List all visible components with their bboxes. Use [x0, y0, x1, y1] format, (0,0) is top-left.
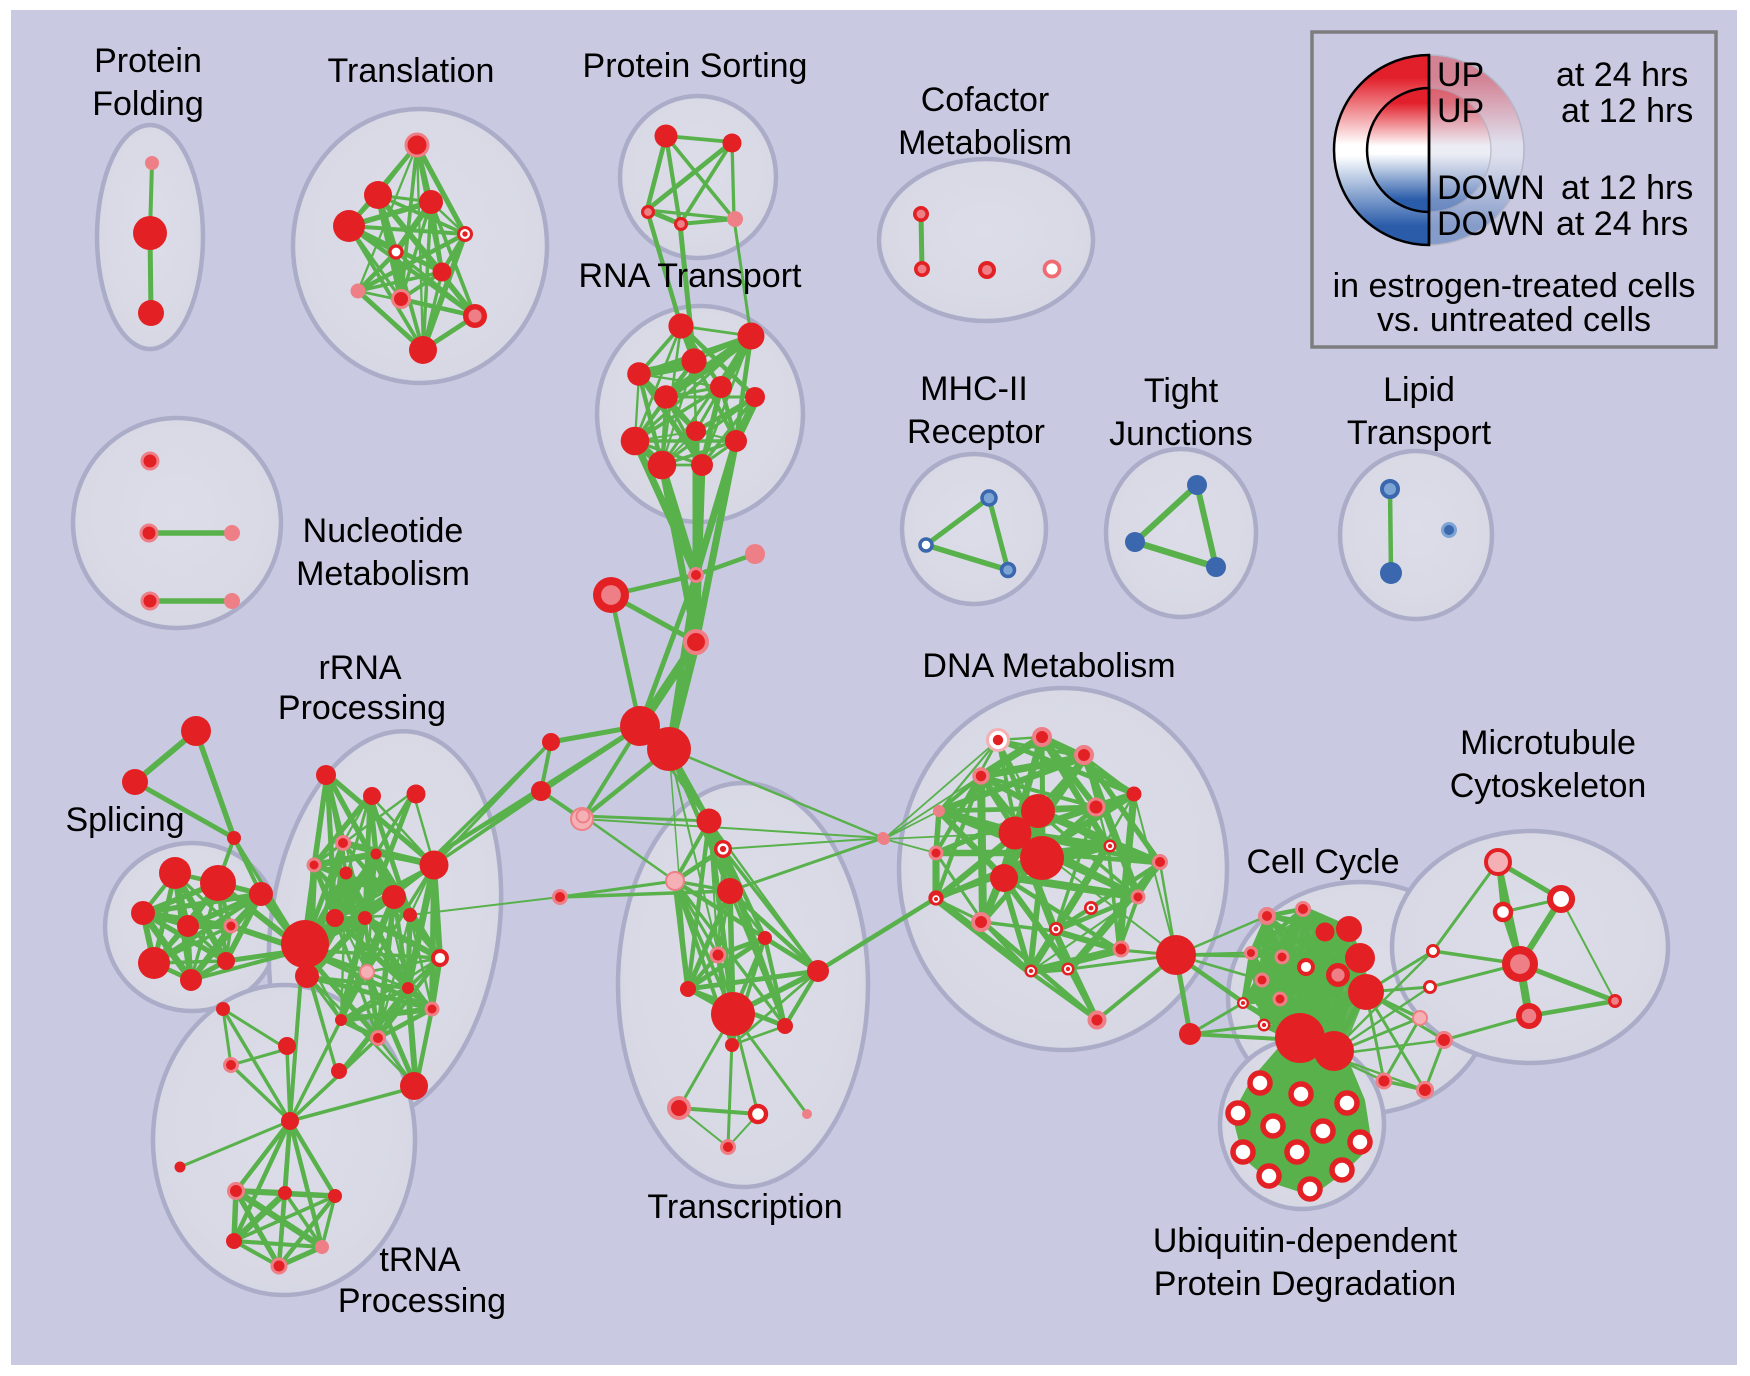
- svg-text:vs. untreated cells: vs. untreated cells: [1377, 301, 1651, 339]
- svg-text:MHC-II: MHC-II: [920, 370, 1028, 408]
- svg-text:DOWN: DOWN: [1437, 205, 1545, 243]
- svg-text:Transport: Transport: [1347, 414, 1492, 452]
- svg-text:Transcription: Transcription: [647, 1188, 842, 1226]
- svg-text:Microtubule: Microtubule: [1460, 724, 1636, 762]
- svg-text:Ubiquitin-dependent: Ubiquitin-dependent: [1153, 1222, 1458, 1260]
- svg-text:Folding: Folding: [92, 85, 204, 123]
- svg-text:at 12 hrs: at 12 hrs: [1561, 92, 1693, 130]
- svg-text:Protein Degradation: Protein Degradation: [1154, 1265, 1456, 1303]
- svg-text:UP: UP: [1437, 92, 1484, 130]
- svg-text:Protein: Protein: [94, 42, 202, 80]
- svg-text:Tight: Tight: [1144, 372, 1219, 410]
- svg-text:Processing: Processing: [278, 689, 446, 727]
- svg-text:Protein Sorting: Protein Sorting: [583, 47, 808, 85]
- svg-text:Receptor: Receptor: [907, 413, 1045, 451]
- svg-text:Translation: Translation: [328, 52, 495, 90]
- svg-text:at 24 hrs: at 24 hrs: [1556, 56, 1688, 94]
- svg-text:Nucleotide: Nucleotide: [303, 512, 464, 550]
- svg-text:Junctions: Junctions: [1109, 415, 1253, 453]
- svg-text:Metabolism: Metabolism: [898, 124, 1072, 162]
- svg-text:Lipid: Lipid: [1383, 371, 1455, 409]
- svg-text:in estrogen-treated cells: in estrogen-treated cells: [1333, 267, 1696, 305]
- svg-text:tRNA: tRNA: [379, 1241, 461, 1279]
- svg-text:RNA Transport: RNA Transport: [579, 257, 803, 295]
- svg-text:Cofactor: Cofactor: [921, 81, 1050, 119]
- svg-text:DNA Metabolism: DNA Metabolism: [922, 647, 1175, 685]
- svg-text:at 24 hrs: at 24 hrs: [1556, 205, 1688, 243]
- svg-text:DOWN: DOWN: [1437, 169, 1545, 207]
- svg-text:rRNA: rRNA: [318, 649, 401, 687]
- svg-text:Cell Cycle: Cell Cycle: [1246, 843, 1399, 881]
- svg-text:Cytoskeleton: Cytoskeleton: [1450, 767, 1647, 805]
- svg-text:at 12 hrs: at 12 hrs: [1561, 169, 1693, 207]
- svg-text:Metabolism: Metabolism: [296, 555, 470, 593]
- svg-text:UP: UP: [1437, 56, 1484, 94]
- svg-text:Processing: Processing: [338, 1282, 506, 1320]
- svg-text:Splicing: Splicing: [65, 801, 184, 839]
